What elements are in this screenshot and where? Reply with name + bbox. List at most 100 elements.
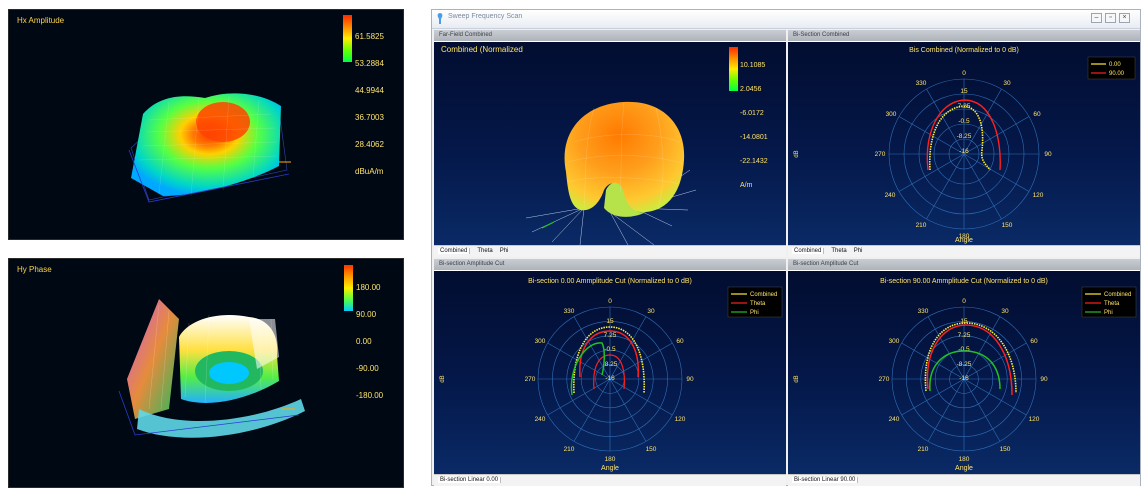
svg-text:300: 300 (535, 338, 546, 345)
svg-text:60: 60 (676, 338, 684, 345)
x-axis-label: Angle (955, 237, 973, 244)
svg-text:180: 180 (959, 233, 970, 240)
cut-0-status: Bi-section Linear 0.00 (434, 474, 786, 486)
svg-text:0: 0 (608, 298, 612, 305)
svg-text:15: 15 (960, 88, 968, 95)
hy-phase-surface (118, 299, 305, 438)
svg-text:150: 150 (1000, 446, 1011, 453)
cut-90-title: Bi-section 90.00 Ammplitude Cut (Normali… (880, 278, 1048, 285)
y-axis-label: dB (794, 150, 800, 157)
legend-phi: Phi (750, 310, 759, 316)
svg-text:90: 90 (1044, 151, 1052, 158)
cut-90-polar: Bi-section 90.00 Ammplitude Cut (Normali… (794, 278, 1137, 472)
hx-amplitude-surface (128, 93, 291, 203)
minimize-button[interactable]: – (1091, 13, 1102, 23)
svg-text:120: 120 (1029, 416, 1040, 423)
svg-text:-0.5: -0.5 (604, 346, 616, 353)
bisection-combined-header: Bi-Section Combined (788, 30, 1140, 41)
hx-amplitude-plot[interactable]: Hx Amplitude 61.5825 53.2884 44.9944 36.… (8, 9, 404, 240)
svg-text:90: 90 (686, 376, 694, 383)
svg-text:210: 210 (564, 446, 575, 453)
svg-text:120: 120 (675, 416, 686, 423)
tab-combined[interactable]: Combined (792, 248, 825, 254)
svg-text:120: 120 (1033, 192, 1044, 199)
phi-trace (929, 350, 1001, 392)
svg-text:7.25: 7.25 (958, 332, 971, 339)
tab-phi[interactable]: Phi (853, 248, 863, 254)
svg-text:240: 240 (889, 416, 900, 423)
svg-text:210: 210 (916, 222, 927, 229)
svg-text:150: 150 (1002, 222, 1013, 229)
far-field-pane: Far-Field Combined Combined (Normalized (434, 30, 786, 257)
bisection-combined-title: Bis Combined (Normalized to 0 dB) (909, 47, 1019, 54)
hy-phase-plot[interactable]: Hy Phase 180.00 90.00 0.00 -90.00 -180.0… (8, 258, 404, 488)
angle-labels: 0 30 60 90 120 150 180 210 240 270 300 3… (875, 70, 1052, 240)
svg-text:0: 0 (962, 298, 966, 305)
y-axis-label: dB (440, 375, 446, 382)
theta-trace (926, 324, 1013, 396)
cut-0-pane: Bi-section Amplitude Cut Bi-section 0.00… (434, 259, 786, 486)
far-field-tabs: Combined Theta Phi (434, 245, 786, 257)
radial-labels: 15 7.25 -0.5 -8.25 -16 (603, 318, 618, 382)
svg-text:300: 300 (886, 111, 897, 118)
legend-theta: Theta (1104, 301, 1120, 307)
tab-theta[interactable]: Theta (477, 248, 493, 254)
series-0-trace (928, 105, 991, 171)
svg-text:7.25: 7.25 (604, 332, 617, 339)
svg-text:240: 240 (885, 192, 896, 199)
svg-text:300: 300 (889, 338, 900, 345)
legend: Combined Theta Phi (727, 286, 783, 318)
window-title: Sweep Frequency Scan (448, 13, 523, 20)
far-field-title: Combined (Normalized (441, 45, 523, 54)
svg-text:-8.25: -8.25 (957, 133, 972, 140)
svg-text:180: 180 (605, 456, 616, 463)
cut-90-pane: Bi-section Amplitude Cut Bi-section 90.0… (788, 259, 1140, 486)
phi-trace (570, 342, 606, 396)
radial-labels: 15 7.25 -0.5 -8.25 -16 (957, 318, 972, 382)
cut-0-title: Bi-section 0.00 Ammplitude Cut (Normaliz… (528, 278, 692, 285)
bisection-combined-polar: Bis Combined (Normalized to 0 dB) 0 30 6… (794, 47, 1136, 244)
legend: 0.00 90.00 (1087, 56, 1136, 80)
svg-text:60: 60 (1030, 338, 1038, 345)
cut-90-status: Bi-section Linear 90.00 (788, 474, 1140, 486)
cut-0-status-tab[interactable]: Bi-section Linear 0.00 (438, 477, 502, 483)
maximize-button[interactable]: ▫ (1105, 13, 1116, 23)
cut-0-plot[interactable]: Bi-section 0.00 Ammplitude Cut (Normaliz… (434, 271, 786, 474)
hx-amplitude-title: Hx Amplitude (17, 16, 65, 25)
svg-text:30: 30 (1001, 308, 1009, 315)
svg-text:30: 30 (647, 308, 655, 315)
legend-theta: Theta (750, 301, 766, 307)
far-field-header: Far-Field Combined (434, 30, 786, 41)
title-bar[interactable]: Sweep Frequency Scan – ▫ × (432, 10, 1140, 29)
svg-text:150: 150 (646, 446, 657, 453)
polar-grid (537, 306, 683, 452)
tab-theta[interactable]: Theta (831, 248, 847, 254)
svg-text:-8.25: -8.25 (603, 361, 618, 368)
cut-90-status-tab[interactable]: Bi-section Linear 90.00 (792, 477, 859, 483)
hy-phase-title: Hy Phase (17, 265, 52, 274)
hy-phase-colorbar (344, 265, 353, 311)
legend-item-1: 90.00 (1109, 71, 1125, 77)
legend-combined: Combined (750, 292, 777, 298)
bisection-combined-plot[interactable]: Bis Combined (Normalized to 0 dB) 0 30 6… (788, 42, 1140, 245)
combined-trace (573, 326, 645, 394)
tab-phi[interactable]: Phi (499, 248, 509, 254)
theta-inner-trace (593, 354, 625, 390)
series-90-trace (926, 99, 1001, 171)
far-field-plot[interactable]: Combined (Normalized (434, 42, 786, 246)
close-button[interactable]: × (1119, 13, 1130, 23)
hy-phase-scale: 180.00 90.00 0.00 -90.00 -180.00 (356, 283, 384, 400)
svg-text:90: 90 (1040, 376, 1048, 383)
sweep-frequency-scan-window[interactable]: Sweep Frequency Scan – ▫ × Far-Field Com… (431, 9, 1141, 486)
x-axis-label: Angle (955, 465, 973, 472)
svg-text:330: 330 (918, 308, 929, 315)
svg-text:270: 270 (875, 151, 886, 158)
bisection-combined-tabs: Combined Theta Phi (788, 245, 1140, 257)
tab-combined[interactable]: Combined (438, 248, 471, 254)
cut-90-plot[interactable]: Bi-section 90.00 Ammplitude Cut (Normali… (788, 271, 1140, 474)
app-icon (437, 13, 443, 24)
legend-item-0: 0.00 (1109, 62, 1121, 68)
angle-labels: 0 30 60 90 120 150 180 210 240 270 300 3… (525, 298, 694, 463)
svg-text:-8.25: -8.25 (957, 361, 972, 368)
cut-0-header: Bi-section Amplitude Cut (434, 259, 786, 270)
